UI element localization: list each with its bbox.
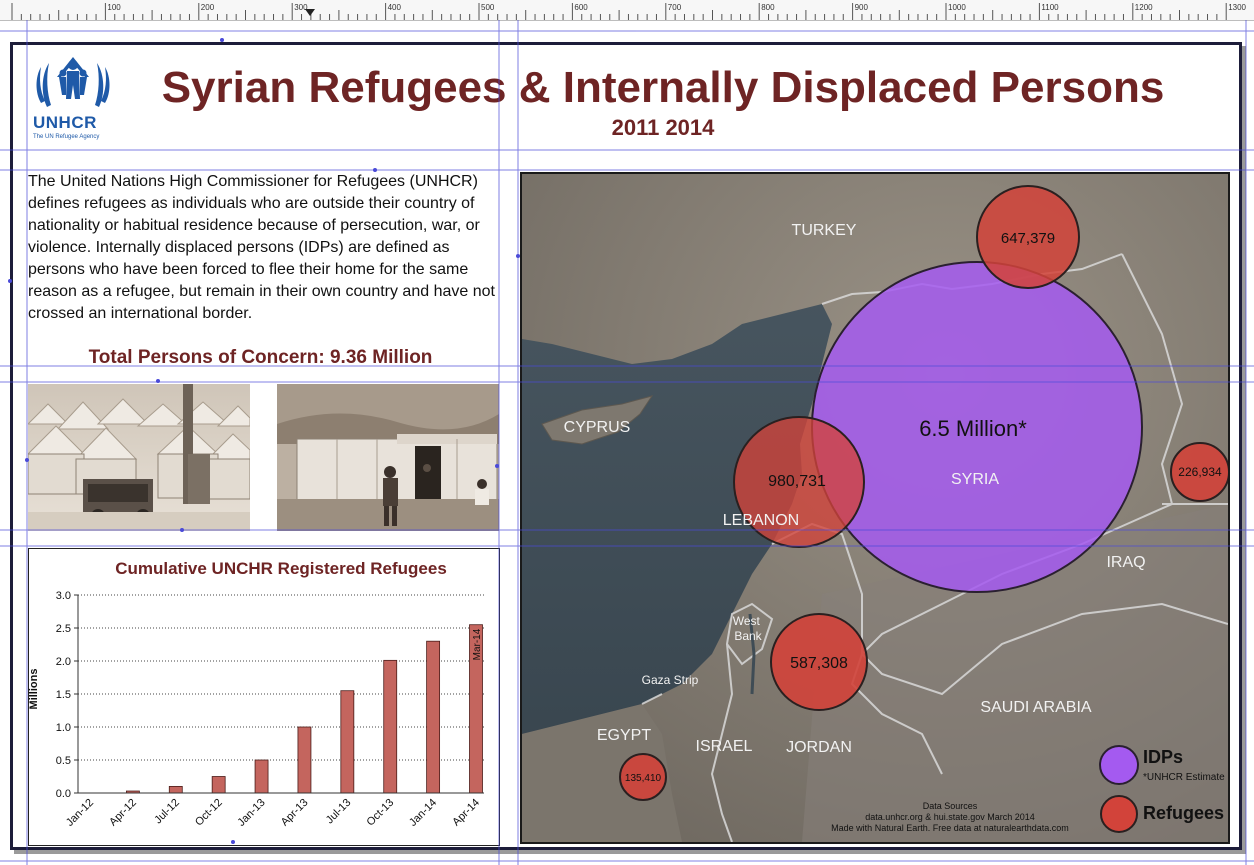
x-tick-label: Jul-12 bbox=[152, 797, 182, 827]
legend-idp-label: IDPs bbox=[1143, 747, 1183, 767]
label-turkey: TURKEY bbox=[792, 222, 857, 239]
refugee-bubble-jordan bbox=[770, 613, 868, 711]
sources-title: Data Sources bbox=[923, 801, 978, 811]
ruler-label: 1000 bbox=[948, 3, 966, 12]
x-tick-label: Jul-13 bbox=[324, 797, 354, 827]
horizontal-ruler[interactable]: 100 200 300 400 500 600 700 800 900 1000 1100 1200 1… bbox=[0, 0, 1254, 21]
label-saudi-arabia: SAUDI ARABIA bbox=[980, 699, 1091, 716]
ruler-label: 700 bbox=[668, 3, 682, 12]
label-cyprus: CYPRUS bbox=[564, 419, 631, 436]
y-tick-label: 0.5 bbox=[56, 755, 71, 767]
value-egypt: 135,410 bbox=[625, 773, 662, 784]
x-tick-label: Apr-12 bbox=[107, 797, 139, 829]
label-gaza-strip: Gaza Strip bbox=[642, 673, 699, 687]
value-lebanon: 980,731 bbox=[768, 473, 826, 490]
bar-annotation: Mar-14 bbox=[472, 628, 483, 660]
ruler-label: 1300 bbox=[1228, 3, 1246, 12]
total-persons-heading: Total Persons of Concern: 9.36 Million bbox=[88, 347, 433, 368]
ruler-label: 1200 bbox=[1135, 3, 1153, 12]
label-west-bank: West Bank bbox=[733, 614, 763, 643]
ruler-indent-marker[interactable] bbox=[305, 9, 315, 16]
legend-refugee-swatch bbox=[1100, 795, 1138, 833]
org-subtitle: The UN Refugee Agency bbox=[33, 134, 100, 140]
label-israel: ISRAEL bbox=[696, 738, 753, 755]
sinai-region bbox=[522, 704, 682, 842]
cyprus-island bbox=[541, 395, 654, 445]
poster-page: UNHCR The UN Refugee Agency Syrian Refug… bbox=[10, 42, 1242, 850]
y-tick-label: 2.5 bbox=[56, 623, 71, 635]
y-tick-label: 2.0 bbox=[56, 656, 71, 668]
jordan-river bbox=[748, 613, 756, 695]
chart-canvas: Cumulative UNCHR Registered Refugees Mil… bbox=[29, 559, 484, 829]
legend-refugee-label: Refugees bbox=[1143, 803, 1224, 823]
bar-apr-13 bbox=[297, 726, 312, 794]
label-egypt: EGYPT bbox=[597, 727, 651, 744]
value-iraq: 226,934 bbox=[1178, 465, 1222, 479]
sources-line2: Made with Natural Earth. Free data at na… bbox=[831, 823, 1069, 833]
syria-region-map: TURKEY CYPRUS SYRIA LEBANON IRAQ SAUDI A… bbox=[520, 172, 1230, 844]
bar-oct-13 bbox=[383, 659, 398, 794]
label-jordan: JORDAN bbox=[786, 739, 852, 756]
definition-text: The United Nations High Commissioner for… bbox=[28, 173, 495, 322]
x-tick-label: Apr-13 bbox=[279, 797, 311, 829]
bar-oct-12 bbox=[211, 776, 226, 794]
value-idp-syria: 6.5 Million* bbox=[919, 416, 1027, 441]
x-tick-label: Jan-12 bbox=[64, 797, 96, 829]
year-range: 2011 2014 bbox=[611, 115, 715, 140]
value-turkey: 647,379 bbox=[1001, 230, 1055, 247]
y-tick-label: 3.0 bbox=[56, 590, 71, 602]
legend-idp-note: *UNHCR Estimate bbox=[1143, 772, 1225, 783]
y-tick-label: 1.0 bbox=[56, 722, 71, 734]
refugee-bar-chart: Cumulative UNCHR Registered Refugees Mil… bbox=[28, 548, 500, 846]
ruler-label: 400 bbox=[388, 3, 402, 12]
x-tick-label: Jan-14 bbox=[407, 797, 439, 829]
org-name: UNHCR bbox=[33, 113, 97, 132]
x-tick-label: Apr-14 bbox=[450, 797, 482, 829]
refugee-bubble-lebanon bbox=[733, 416, 865, 548]
ruler-ticks: 100 200 300 400 500 600 700 800 900 1000 1100 1200 1… bbox=[11, 3, 1247, 20]
x-tick-label: Oct-12 bbox=[193, 797, 225, 829]
ruler-label: 200 bbox=[201, 3, 215, 12]
map-legend: IDPs *UNHCR Estimate Refugees bbox=[1099, 745, 1225, 833]
ruler-label: 900 bbox=[855, 3, 869, 12]
ruler-label: 300 bbox=[294, 3, 308, 12]
x-tick-label: Jan-13 bbox=[235, 797, 267, 829]
ruler-label: 500 bbox=[481, 3, 495, 12]
chart-title: Cumulative UNCHR Registered Refugees bbox=[115, 559, 447, 578]
bar-jan-13 bbox=[254, 759, 269, 794]
sources-line1: data.unhcr.org & hui.state.gov March 201… bbox=[865, 812, 1035, 822]
refugee-bubble-turkey bbox=[976, 185, 1080, 289]
label-lebanon: LEBANON bbox=[723, 512, 799, 529]
ruler-label: 1100 bbox=[1041, 3, 1059, 12]
data-sources: Data Sources data.unhcr.org & hui.state.… bbox=[831, 801, 1069, 833]
x-tick-label: Oct-13 bbox=[365, 797, 397, 829]
bar-jul-12 bbox=[168, 785, 183, 794]
refugee-camp-tents-photo bbox=[28, 384, 250, 531]
y-axis-label: Millions bbox=[29, 669, 40, 710]
legend-idp-swatch bbox=[1099, 745, 1139, 785]
unhcr-emblem-icon bbox=[36, 57, 110, 107]
refugee-bubble-iraq bbox=[1170, 442, 1228, 502]
y-tick-label: 0.0 bbox=[56, 788, 71, 800]
page-title: Syrian Refugees & Internally Displaced P… bbox=[161, 63, 1165, 112]
label-syria: SYRIA bbox=[951, 471, 999, 488]
ruler-label: 600 bbox=[574, 3, 588, 12]
bar-jul-13 bbox=[340, 690, 355, 794]
y-tick-label: 1.5 bbox=[56, 689, 71, 701]
ruler-label: 800 bbox=[761, 3, 775, 12]
refugee-bubble-egypt bbox=[619, 753, 667, 801]
unhcr-logo: UNHCR The UN Refugee Agency bbox=[33, 55, 113, 145]
label-iraq: IRAQ bbox=[1106, 554, 1145, 571]
ruler-label: 100 bbox=[107, 3, 121, 12]
bar-jan-14 bbox=[426, 640, 441, 794]
value-jordan: 587,308 bbox=[790, 655, 848, 672]
refugee-boy-photo bbox=[277, 384, 499, 531]
